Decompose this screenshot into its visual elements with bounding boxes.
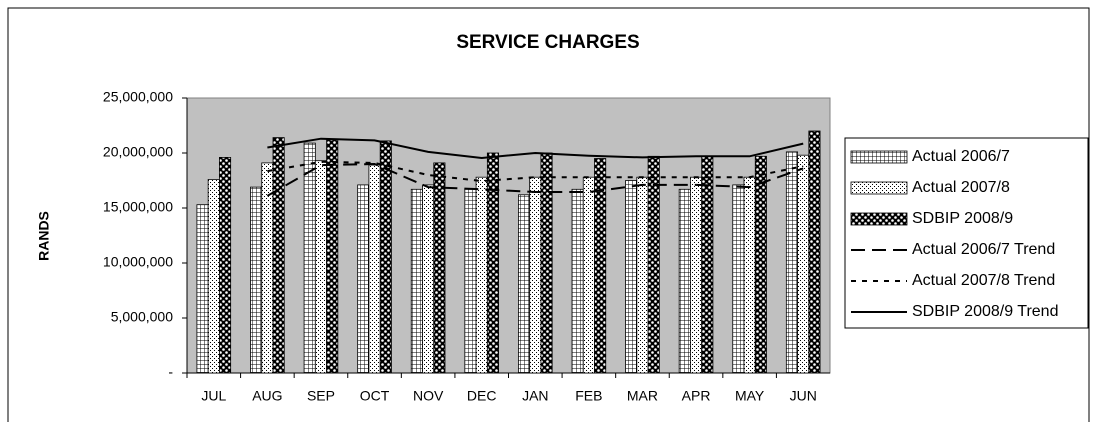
x-tick-label: APR xyxy=(682,388,711,404)
bar xyxy=(754,155,767,374)
bar xyxy=(701,155,714,374)
bar xyxy=(797,154,810,374)
x-tick-label: FEB xyxy=(575,388,602,404)
bar xyxy=(272,137,285,374)
bar xyxy=(518,194,531,374)
bar xyxy=(808,130,821,374)
bar xyxy=(678,188,691,374)
bar xyxy=(433,162,446,374)
x-tick-label: SEP xyxy=(307,388,335,404)
bar xyxy=(207,178,220,374)
bar xyxy=(625,180,638,374)
bar xyxy=(314,160,327,374)
bar xyxy=(785,151,798,374)
x-tick-label: JUL xyxy=(201,388,226,404)
y-tick-label: 5,000,000 xyxy=(111,309,173,325)
x-tick-label: JUN xyxy=(790,388,817,404)
x-tick-label: MAY xyxy=(735,388,765,404)
x-tick-label: AUG xyxy=(252,388,282,404)
x-tick-label: DEC xyxy=(467,388,497,404)
x-tick-label: JAN xyxy=(522,388,548,404)
legend-swatch xyxy=(850,150,908,164)
chart-title: SERVICE CHARGES xyxy=(456,32,639,53)
legend-swatch xyxy=(850,181,908,195)
y-tick-label: 20,000,000 xyxy=(103,144,173,160)
bar xyxy=(486,152,499,374)
bar xyxy=(410,188,423,374)
bar xyxy=(690,176,703,374)
bar xyxy=(303,142,316,374)
legend-swatch xyxy=(850,212,908,226)
x-tick-label: MAR xyxy=(627,388,658,404)
bar xyxy=(379,140,392,374)
trend-line xyxy=(267,137,804,159)
bar xyxy=(475,176,488,374)
y-tick-label: 10,000,000 xyxy=(103,254,173,270)
bar xyxy=(422,184,435,374)
bar xyxy=(636,176,649,374)
legend-label: SDBIP 2008/9 Trend xyxy=(912,303,1058,320)
trend-line xyxy=(266,162,804,197)
bar xyxy=(594,158,607,374)
legend-label: Actual 2007/8 Trend xyxy=(912,272,1055,289)
y-axis-label: RANDS xyxy=(36,211,52,261)
legend-label: Actual 2006/7 Trend xyxy=(912,241,1055,258)
bar xyxy=(732,184,745,374)
trend-line xyxy=(267,160,804,183)
legend-label: Actual 2006/7 xyxy=(912,148,1010,165)
bar xyxy=(571,188,584,374)
bar xyxy=(464,188,477,374)
x-tick-label: OCT xyxy=(360,388,390,404)
bar xyxy=(529,176,542,374)
y-tick-label: 25,000,000 xyxy=(103,89,173,105)
bar xyxy=(368,164,381,374)
bar xyxy=(540,152,553,374)
bar xyxy=(357,184,370,374)
bar xyxy=(582,176,595,374)
legend-label: SDBIP 2008/9 xyxy=(912,210,1013,227)
bar xyxy=(743,176,756,374)
legend xyxy=(844,137,1089,329)
bar xyxy=(219,156,232,374)
bar xyxy=(326,139,339,374)
legend-label: Actual 2007/8 xyxy=(912,179,1010,196)
x-tick-label: NOV xyxy=(413,388,444,404)
y-tick-label: 15,000,000 xyxy=(103,199,173,215)
bar xyxy=(196,204,209,374)
bar xyxy=(250,186,263,374)
bar xyxy=(647,155,660,374)
y-tick-label: - xyxy=(168,364,173,380)
